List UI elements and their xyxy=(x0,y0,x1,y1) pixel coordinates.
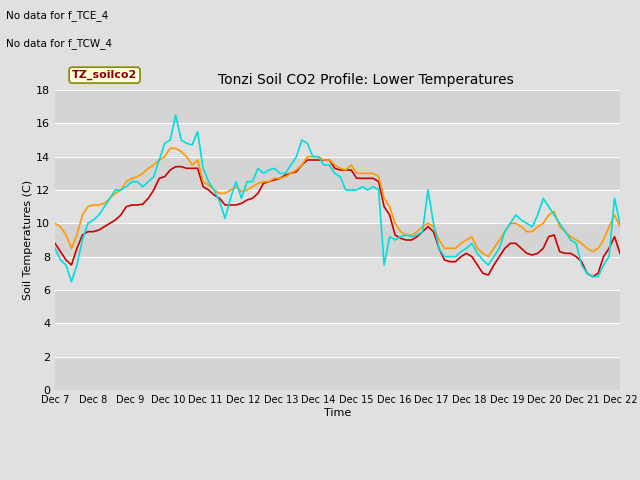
X-axis label: Time: Time xyxy=(324,408,351,418)
Text: No data for f_TCE_4: No data for f_TCE_4 xyxy=(6,10,109,21)
Bar xyxy=(55,223,620,257)
Bar xyxy=(55,90,620,123)
Bar xyxy=(55,123,620,156)
Bar xyxy=(55,190,620,223)
Y-axis label: Soil Temperatures (C): Soil Temperatures (C) xyxy=(23,180,33,300)
Bar xyxy=(55,257,620,290)
Bar xyxy=(55,290,620,324)
Text: TZ_soilco2: TZ_soilco2 xyxy=(72,70,137,80)
Bar xyxy=(55,357,620,390)
Bar xyxy=(55,324,620,357)
Text: No data for f_TCW_4: No data for f_TCW_4 xyxy=(6,38,113,49)
Bar xyxy=(55,156,620,190)
Title: Tonzi Soil CO2 Profile: Lower Temperatures: Tonzi Soil CO2 Profile: Lower Temperatur… xyxy=(218,73,514,87)
